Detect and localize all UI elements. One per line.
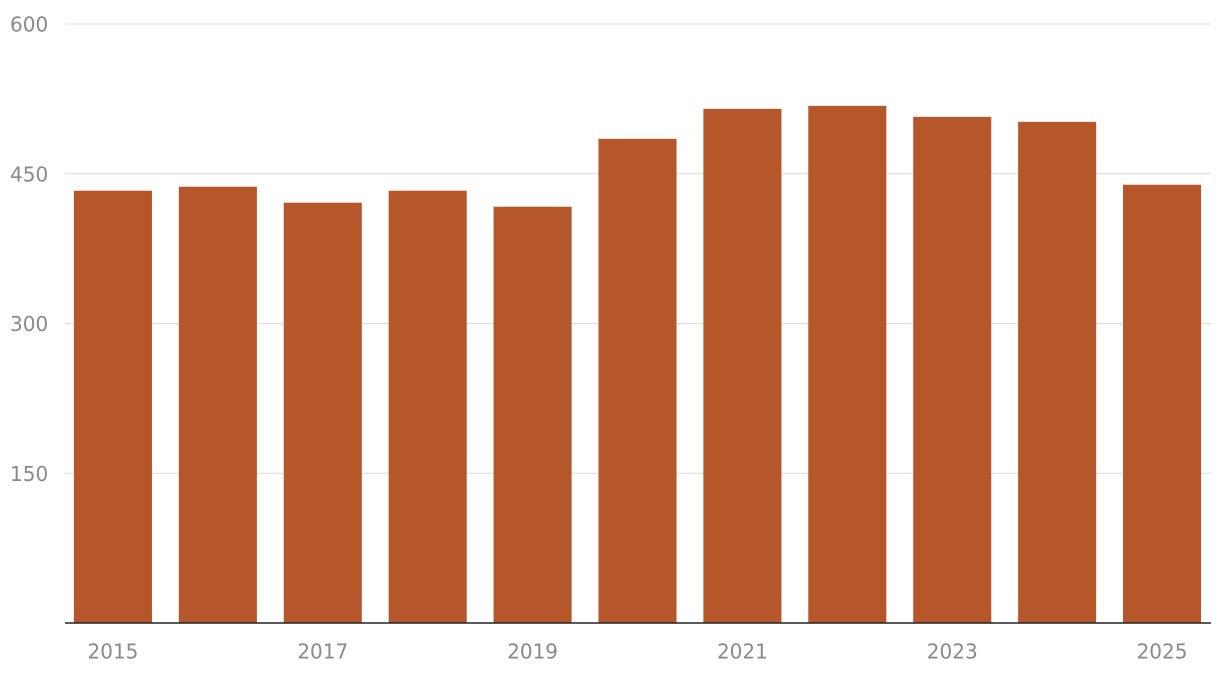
bar <box>808 105 887 623</box>
y-tick-label: 300 <box>10 312 48 336</box>
x-tick-label: 2025 <box>1137 640 1188 664</box>
bar <box>283 202 362 623</box>
bar <box>73 190 152 623</box>
x-tick-label: 2021 <box>717 640 768 664</box>
y-tick-label: 600 <box>10 13 48 37</box>
x-tick-label: 2019 <box>507 640 558 664</box>
x-tick-label: 2017 <box>297 640 348 664</box>
bar <box>493 206 572 623</box>
bar <box>703 108 782 623</box>
y-tick-label: 150 <box>10 462 48 486</box>
bar <box>388 190 467 623</box>
bar <box>1018 121 1097 623</box>
bar <box>598 138 677 623</box>
x-tick-label: 2015 <box>88 640 139 664</box>
bar <box>913 116 992 623</box>
x-tick-label: 2023 <box>927 640 978 664</box>
y-tick-label: 450 <box>10 162 48 186</box>
bar <box>178 186 257 623</box>
bar <box>1123 184 1202 623</box>
